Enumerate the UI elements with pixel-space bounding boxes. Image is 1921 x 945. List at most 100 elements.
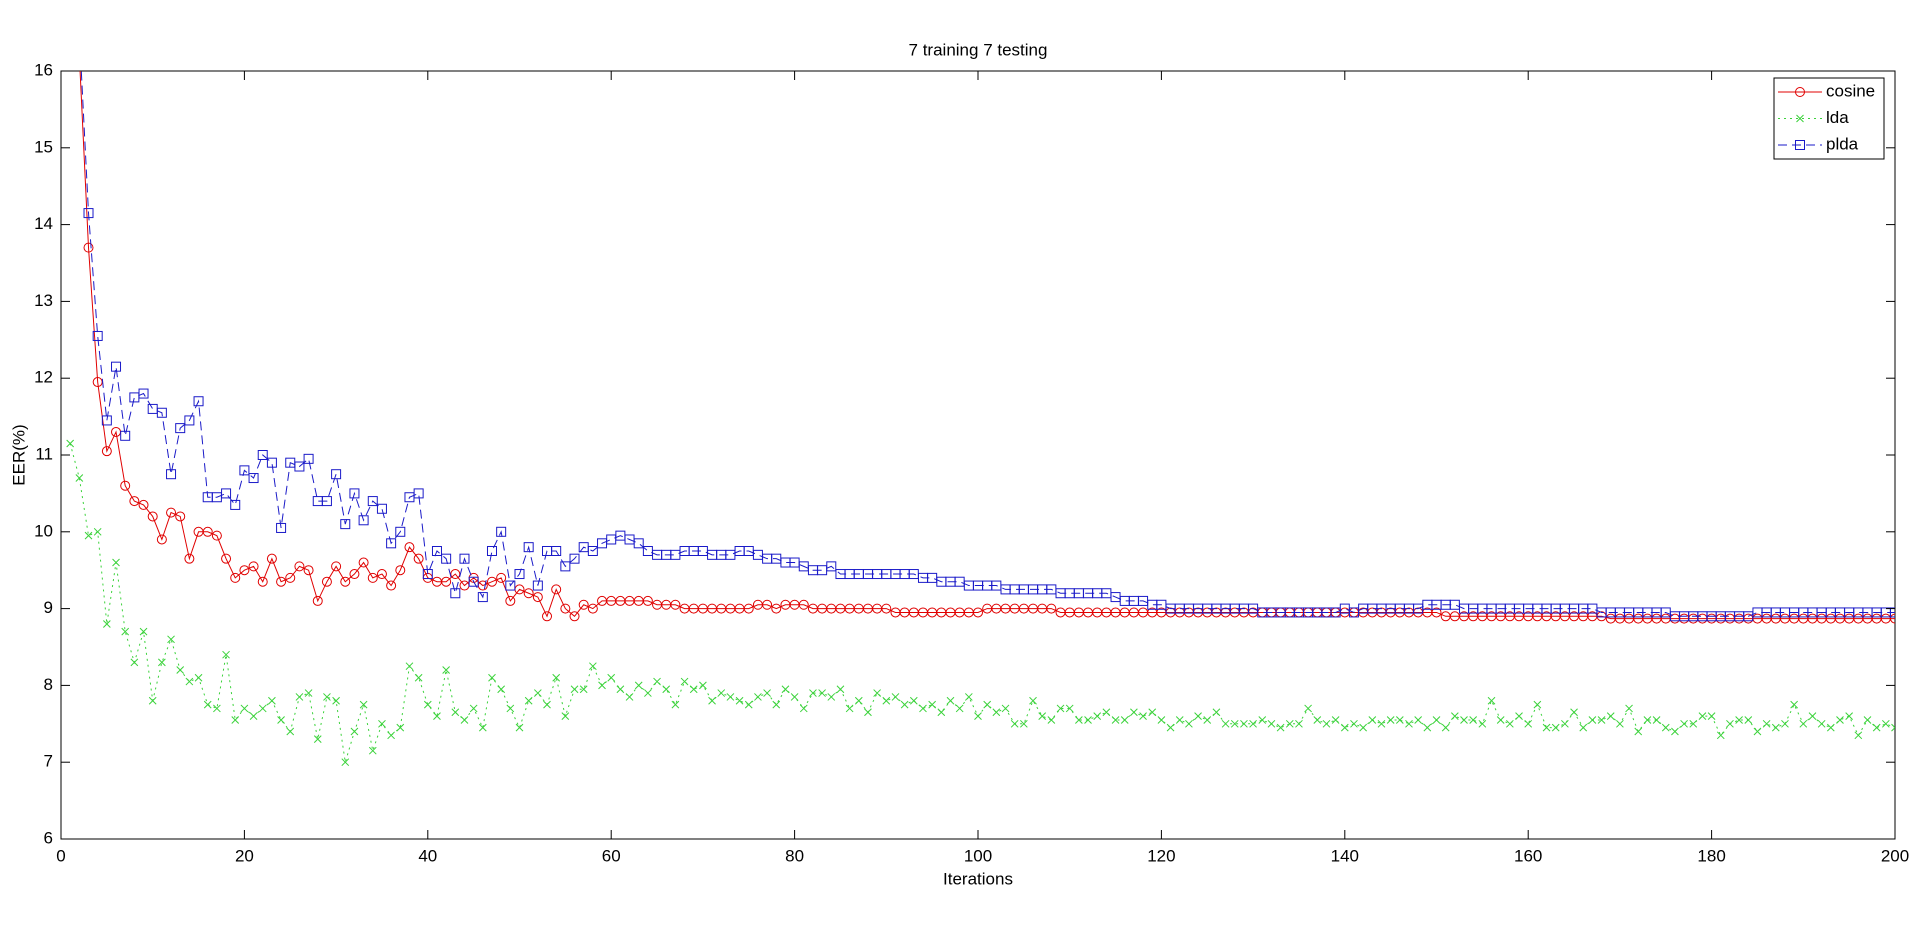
point-marker — [75, 51, 84, 60]
point-marker — [1295, 719, 1303, 728]
point-marker — [83, 208, 94, 219]
point-marker — [367, 572, 378, 583]
point-marker — [1194, 712, 1202, 720]
point-marker — [248, 473, 259, 484]
point-marker — [1102, 708, 1111, 717]
point-marker — [1240, 719, 1248, 728]
point-marker — [166, 507, 177, 518]
point-marker — [451, 708, 460, 717]
point-marker — [708, 696, 716, 705]
point-marker — [488, 673, 496, 682]
x-tick-label: 200 — [1881, 846, 1909, 865]
point-marker — [1258, 716, 1267, 724]
point-marker — [735, 696, 744, 705]
point-marker — [1487, 696, 1496, 705]
point-marker — [258, 704, 267, 713]
point-marker — [312, 595, 323, 606]
point-marker — [919, 704, 927, 713]
point-marker — [1616, 719, 1624, 728]
point-marker — [1157, 716, 1166, 724]
point-marker — [1753, 727, 1762, 736]
point-marker — [1698, 712, 1707, 720]
point-marker — [726, 693, 735, 701]
point-marker — [423, 700, 432, 709]
x-tick-label: 100 — [964, 846, 992, 865]
point-marker — [321, 496, 332, 507]
point-marker — [1836, 716, 1844, 724]
point-marker — [587, 546, 598, 556]
point-marker — [294, 561, 305, 572]
point-marker — [340, 576, 351, 587]
point-marker — [1799, 719, 1808, 728]
point-marker — [532, 580, 543, 591]
point-marker — [1414, 716, 1423, 724]
point-marker — [138, 499, 149, 510]
point-marker — [441, 576, 452, 587]
x-tick-label: 120 — [1147, 846, 1175, 865]
point-marker — [1744, 716, 1753, 724]
point-marker — [881, 603, 892, 614]
point-marker — [277, 716, 285, 724]
point-marker — [762, 599, 773, 610]
point-marker — [1230, 719, 1239, 728]
point-marker — [1680, 719, 1688, 728]
point-marker — [358, 515, 369, 526]
point-marker — [836, 685, 845, 694]
point-marker — [1771, 723, 1780, 732]
point-marker — [396, 723, 405, 732]
point-marker — [386, 580, 397, 591]
point-marker — [1561, 719, 1569, 728]
point-marker — [633, 538, 644, 549]
point-marker — [1817, 719, 1826, 728]
point-marker — [689, 685, 698, 694]
point-marker — [1524, 719, 1533, 728]
point-marker — [662, 685, 671, 694]
point-marker — [552, 673, 561, 682]
point-marker — [642, 595, 653, 606]
point-marker — [900, 700, 909, 709]
point-marker — [422, 569, 433, 580]
point-marker — [771, 603, 782, 614]
x-tick-label: 140 — [1331, 846, 1359, 865]
point-marker — [754, 693, 762, 701]
point-marker — [854, 696, 863, 705]
point-marker — [450, 588, 461, 599]
point-marker — [459, 553, 470, 564]
point-marker — [973, 607, 983, 618]
point-marker — [66, 439, 75, 448]
point-marker — [460, 716, 469, 724]
point-marker — [1707, 712, 1716, 720]
point-marker — [414, 673, 423, 682]
point-marker — [680, 677, 689, 686]
point-marker — [376, 503, 387, 514]
point-marker — [1845, 712, 1854, 720]
point-marker — [266, 457, 277, 468]
point-marker — [442, 666, 450, 674]
point-marker — [313, 735, 322, 744]
point-marker — [514, 569, 525, 580]
point-marker — [231, 716, 240, 724]
point-marker — [670, 599, 681, 610]
point-marker — [570, 685, 579, 694]
point-marker — [561, 712, 570, 720]
point-marker — [129, 496, 140, 507]
point-marker — [1643, 716, 1652, 724]
y-tick-label: 13 — [34, 291, 53, 310]
point-marker — [248, 561, 259, 572]
point-marker — [946, 696, 955, 705]
point-marker — [1478, 719, 1487, 728]
point-marker — [524, 696, 533, 705]
y-tick-label: 8 — [44, 675, 53, 694]
point-marker — [974, 712, 982, 720]
point-marker — [1726, 719, 1734, 728]
point-marker — [323, 693, 331, 701]
point-marker — [1891, 723, 1895, 732]
point-marker — [1790, 700, 1798, 709]
point-marker — [386, 538, 397, 549]
point-marker — [147, 511, 158, 522]
point-marker — [184, 415, 195, 426]
y-tick-label: 6 — [44, 828, 53, 847]
point-marker — [93, 527, 102, 536]
point-marker — [818, 689, 826, 697]
point-marker — [1111, 716, 1120, 724]
